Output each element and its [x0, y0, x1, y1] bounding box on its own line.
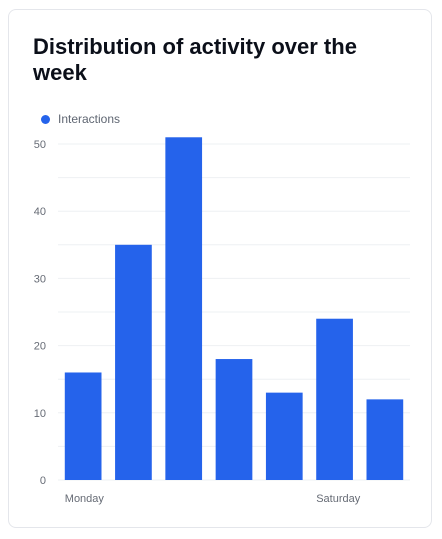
y-tick-label: 0: [40, 475, 46, 487]
y-tick-label: 10: [34, 408, 46, 420]
y-tick-label: 50: [34, 139, 46, 151]
chart-title: Distribution of activity over the week: [33, 34, 357, 85]
legend-marker: [41, 114, 50, 124]
bar-wednesday: [165, 137, 203, 480]
chart-legend[interactable]: Interactions: [41, 112, 120, 126]
y-tick-label: 30: [34, 273, 46, 285]
bar-monday: [64, 372, 102, 480]
x-tick-label: Monday: [65, 493, 105, 505]
bar-thursday: [215, 359, 253, 480]
bar-sunday: [366, 399, 404, 480]
x-tick-label: Saturday: [316, 493, 361, 505]
y-tick-label: 40: [34, 206, 46, 218]
bar-tuesday: [115, 244, 152, 480]
y-tick-label: 20: [34, 341, 46, 353]
legend-label: Interactions: [58, 112, 121, 126]
bar-friday: [265, 392, 303, 480]
bar-saturday: [316, 318, 353, 480]
